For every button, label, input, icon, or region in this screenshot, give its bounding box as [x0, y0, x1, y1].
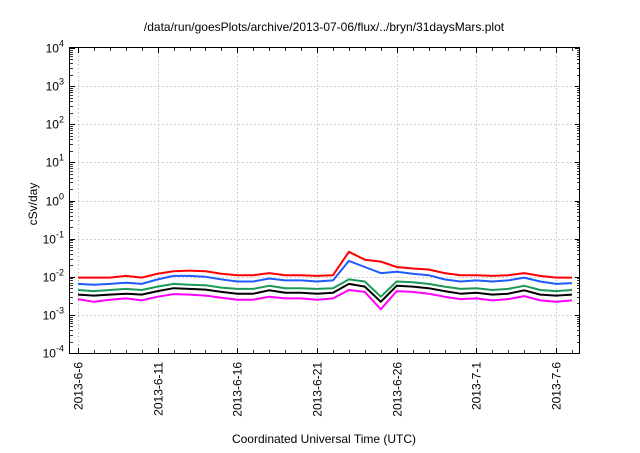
x-tick-label: 2013-6-16 [231, 362, 245, 417]
y-tick-label: 10-3 [43, 306, 64, 323]
x-tick-label: 2013-6-21 [311, 362, 325, 417]
x-tick-label: 2013-7-1 [470, 362, 484, 410]
grid-layer [70, 48, 580, 353]
x-tick-label: 2013-6-26 [391, 362, 405, 417]
x-tick-label: 2013-6-11 [152, 362, 166, 416]
series-line-3 [77, 278, 573, 298]
y-tick-label: 102 [46, 115, 64, 132]
chart-title: /data/run/goesPlots/archive/2013-07-06/f… [144, 20, 505, 34]
series-line-5 [77, 289, 573, 311]
y-tick-label: 103 [46, 77, 64, 94]
y-axis-label: cSv/day [26, 183, 40, 226]
y-tick-label: 10-4 [43, 344, 64, 361]
y-tick-label: 100 [46, 192, 64, 209]
y-tick-label: 10-1 [43, 230, 64, 247]
y-tick-label: 10-2 [43, 268, 64, 285]
x-axis-label: Coordinated Universal Time (UTC) [232, 432, 416, 446]
y-tick-label: 104 [46, 39, 64, 56]
tick-layer: 10-4 10-3 10-2 10-1 100 101 102 103 104 2013-6-6 2… [43, 39, 580, 417]
x-tick-label: 2013-7-6 [550, 362, 564, 410]
series-line-1 [78, 250, 572, 279]
plot-frame [69, 47, 580, 354]
series-line-2 [77, 259, 573, 286]
y-tick-label: 101 [46, 153, 64, 170]
series-layer [77, 250, 573, 311]
series-line-4 [77, 282, 573, 303]
x-tick-label: 2013-6-6 [72, 362, 86, 410]
